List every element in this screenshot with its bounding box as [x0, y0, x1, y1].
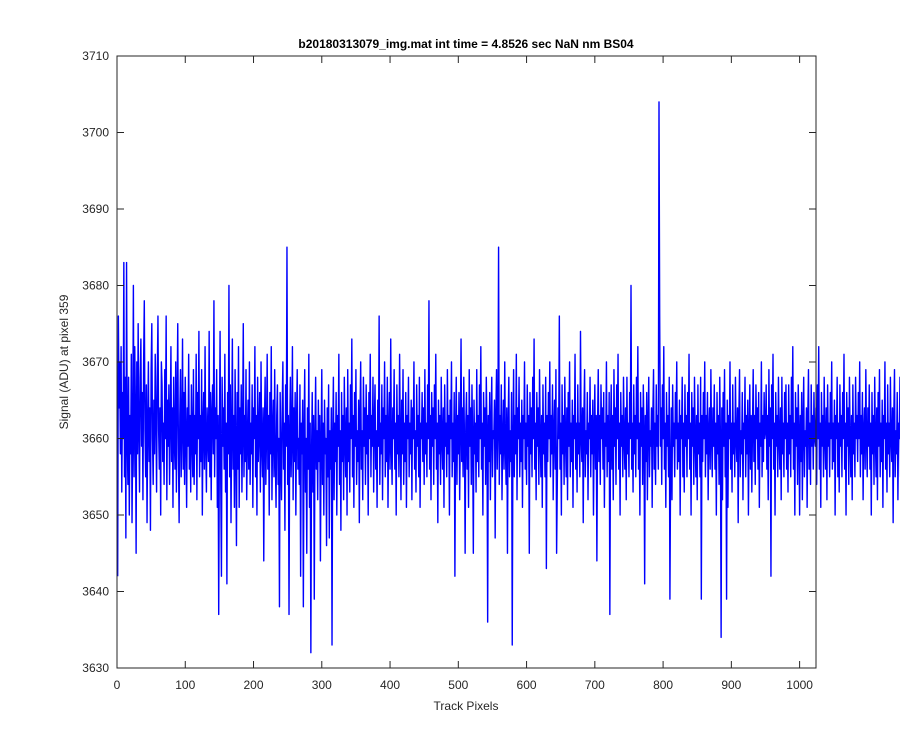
series-layer [116, 101, 900, 654]
x-tick-label: 100 [175, 678, 195, 692]
y-axis: 3630 3640 3650 3660 3670 3680 3690 3700 3710 [82, 49, 816, 675]
y-tick-label: 3630 [82, 661, 109, 675]
y-tick-label: 3640 [82, 585, 109, 599]
y-tick-label: 3670 [82, 355, 109, 369]
x-axis-label: Track Pixels [434, 699, 499, 713]
y-tick-label: 3710 [82, 49, 109, 63]
x-tick-label: 500 [448, 678, 468, 692]
y-tick-label: 3700 [82, 126, 109, 140]
series-line-0 [116, 101, 900, 654]
x-tick-label: 600 [517, 678, 537, 692]
x-tick-label: 800 [653, 678, 673, 692]
x-axis: 0 100 200 300 400 500 600 700 800 900 1000 [114, 56, 813, 692]
x-tick-label: 400 [380, 678, 400, 692]
y-tick-label: 3680 [82, 279, 109, 293]
y-tick-label: 3650 [82, 508, 109, 522]
x-tick-label: 700 [585, 678, 605, 692]
y-tick-label: 3660 [82, 432, 109, 446]
x-tick-label: 1000 [786, 678, 813, 692]
chart-title: b20180313079_img.mat int time = 4.8526 s… [298, 37, 634, 51]
x-tick-label: 900 [721, 678, 741, 692]
x-tick-label: 200 [244, 678, 264, 692]
x-tick-label: 0 [114, 678, 121, 692]
y-axis-label: Signal (ADU) at pixel 359 [57, 294, 71, 429]
y-tick-label: 3690 [82, 202, 109, 216]
plot-background [117, 56, 816, 668]
x-tick-label: 300 [312, 678, 332, 692]
